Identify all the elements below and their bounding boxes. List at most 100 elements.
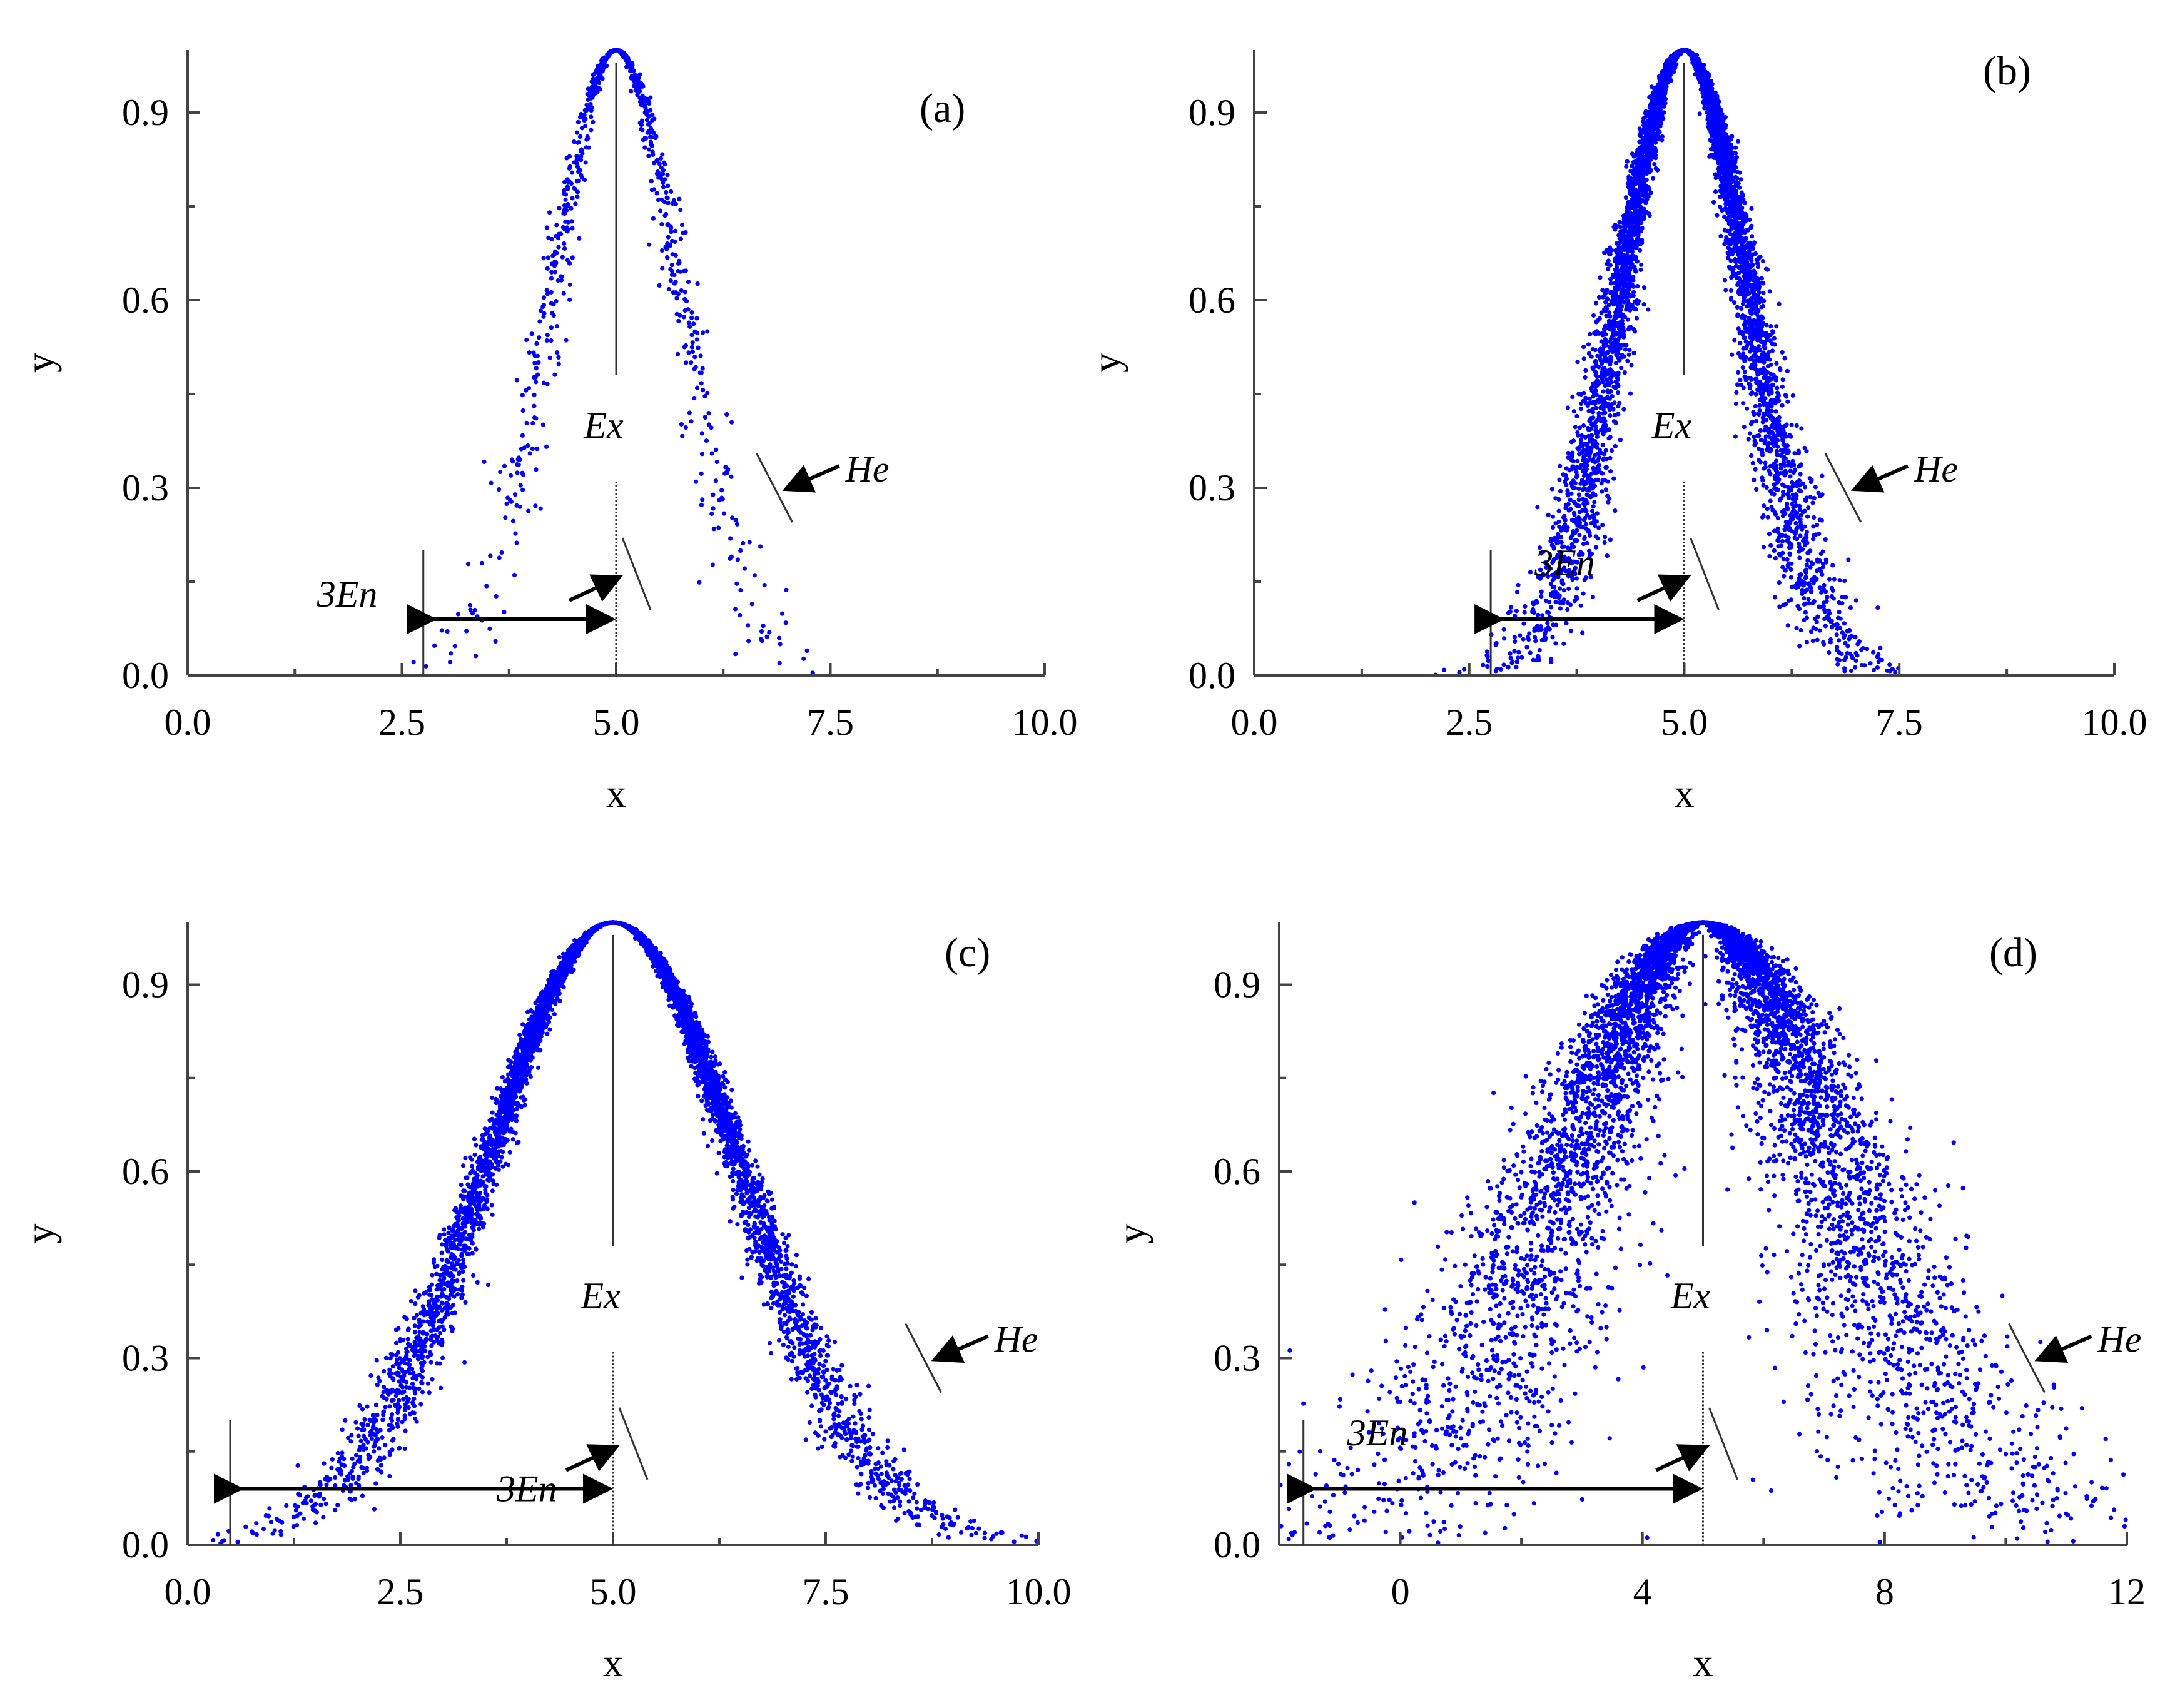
data-point [783,620,788,625]
data-point [683,230,688,235]
data-point [596,78,601,83]
data-point [713,478,718,483]
data-point [1796,448,1801,453]
data-point [646,153,651,158]
data-point [780,611,785,616]
data-point [1839,651,1844,657]
data-point [545,382,550,387]
data-point [540,422,545,427]
data-point [759,629,764,634]
data-point [1822,609,1827,614]
data-point [660,152,665,157]
data-point [723,465,728,470]
data-point [1646,211,1651,216]
data-point [556,361,561,366]
data-point [672,273,677,278]
data-point [689,333,694,338]
data-point [729,474,734,479]
data-point [1785,399,1790,404]
data-point [562,188,567,193]
data-point [1514,589,1520,595]
data-point [574,153,579,159]
data-point [549,290,554,295]
data-point [1750,420,1755,425]
data-point [582,118,587,123]
data-point [1785,623,1790,628]
data-point [1798,627,1803,633]
data-point [1800,481,1805,486]
data-point [747,540,752,545]
data-point [686,307,691,312]
data-point [664,246,669,251]
data-point [709,451,714,456]
data-point [777,635,782,640]
data-point [1798,533,1803,538]
data-point [590,95,595,100]
data-point [537,335,542,340]
data-point [1583,375,1588,380]
data-point [489,480,494,485]
data-point [534,467,539,472]
data-point [640,128,645,133]
data-point [656,197,661,203]
data-point [1628,391,1633,396]
data-point [728,536,733,541]
y-axis-label: y [18,353,62,373]
data-point [545,333,550,338]
data-point [567,282,572,287]
data-point [1621,328,1626,333]
data-point [569,219,574,224]
data-point [1571,485,1576,490]
data-point [697,580,702,585]
data-point [1518,633,1523,638]
data-point [1523,604,1528,609]
data-point [1514,609,1519,614]
data-point [694,330,700,335]
data-point [665,173,670,178]
data-point [576,140,582,145]
data-point [673,280,678,285]
data-point [1790,393,1795,398]
data-point [673,290,678,295]
data-point [673,201,678,206]
data-point [695,281,700,286]
data-point [1770,382,1776,387]
data-point [1739,306,1744,311]
data-point [1835,626,1840,632]
data-point [504,501,509,507]
data-point [1804,640,1809,645]
data-point [1546,625,1551,630]
data-point [1576,492,1581,497]
data-point [664,195,669,200]
x-axis-label: x [606,771,626,816]
data-point [1821,640,1826,645]
data-point [804,648,809,653]
data-point [541,295,547,300]
data-point [1546,610,1551,615]
data-point [1762,503,1767,508]
data-point [1887,662,1892,667]
data-point [1804,495,1809,500]
data-point [659,221,664,227]
data-point [579,126,585,131]
data-point [1797,555,1802,560]
data-point [648,95,653,100]
data-point [672,228,678,233]
data-point [1591,491,1596,496]
data-point [694,316,699,321]
data-point [1570,464,1575,469]
data-point [1743,325,1748,330]
data-point [464,629,469,634]
data-point [1769,504,1774,510]
data-point [630,61,635,66]
data-point [557,206,562,211]
data-point [661,171,666,176]
data-point [579,154,584,159]
data-point [669,189,674,194]
data-point [1608,390,1613,395]
data-point [1596,295,1602,300]
data-point [1783,456,1788,461]
x-tick-label: 10.0 [1012,702,1078,743]
data-point [1772,336,1777,341]
